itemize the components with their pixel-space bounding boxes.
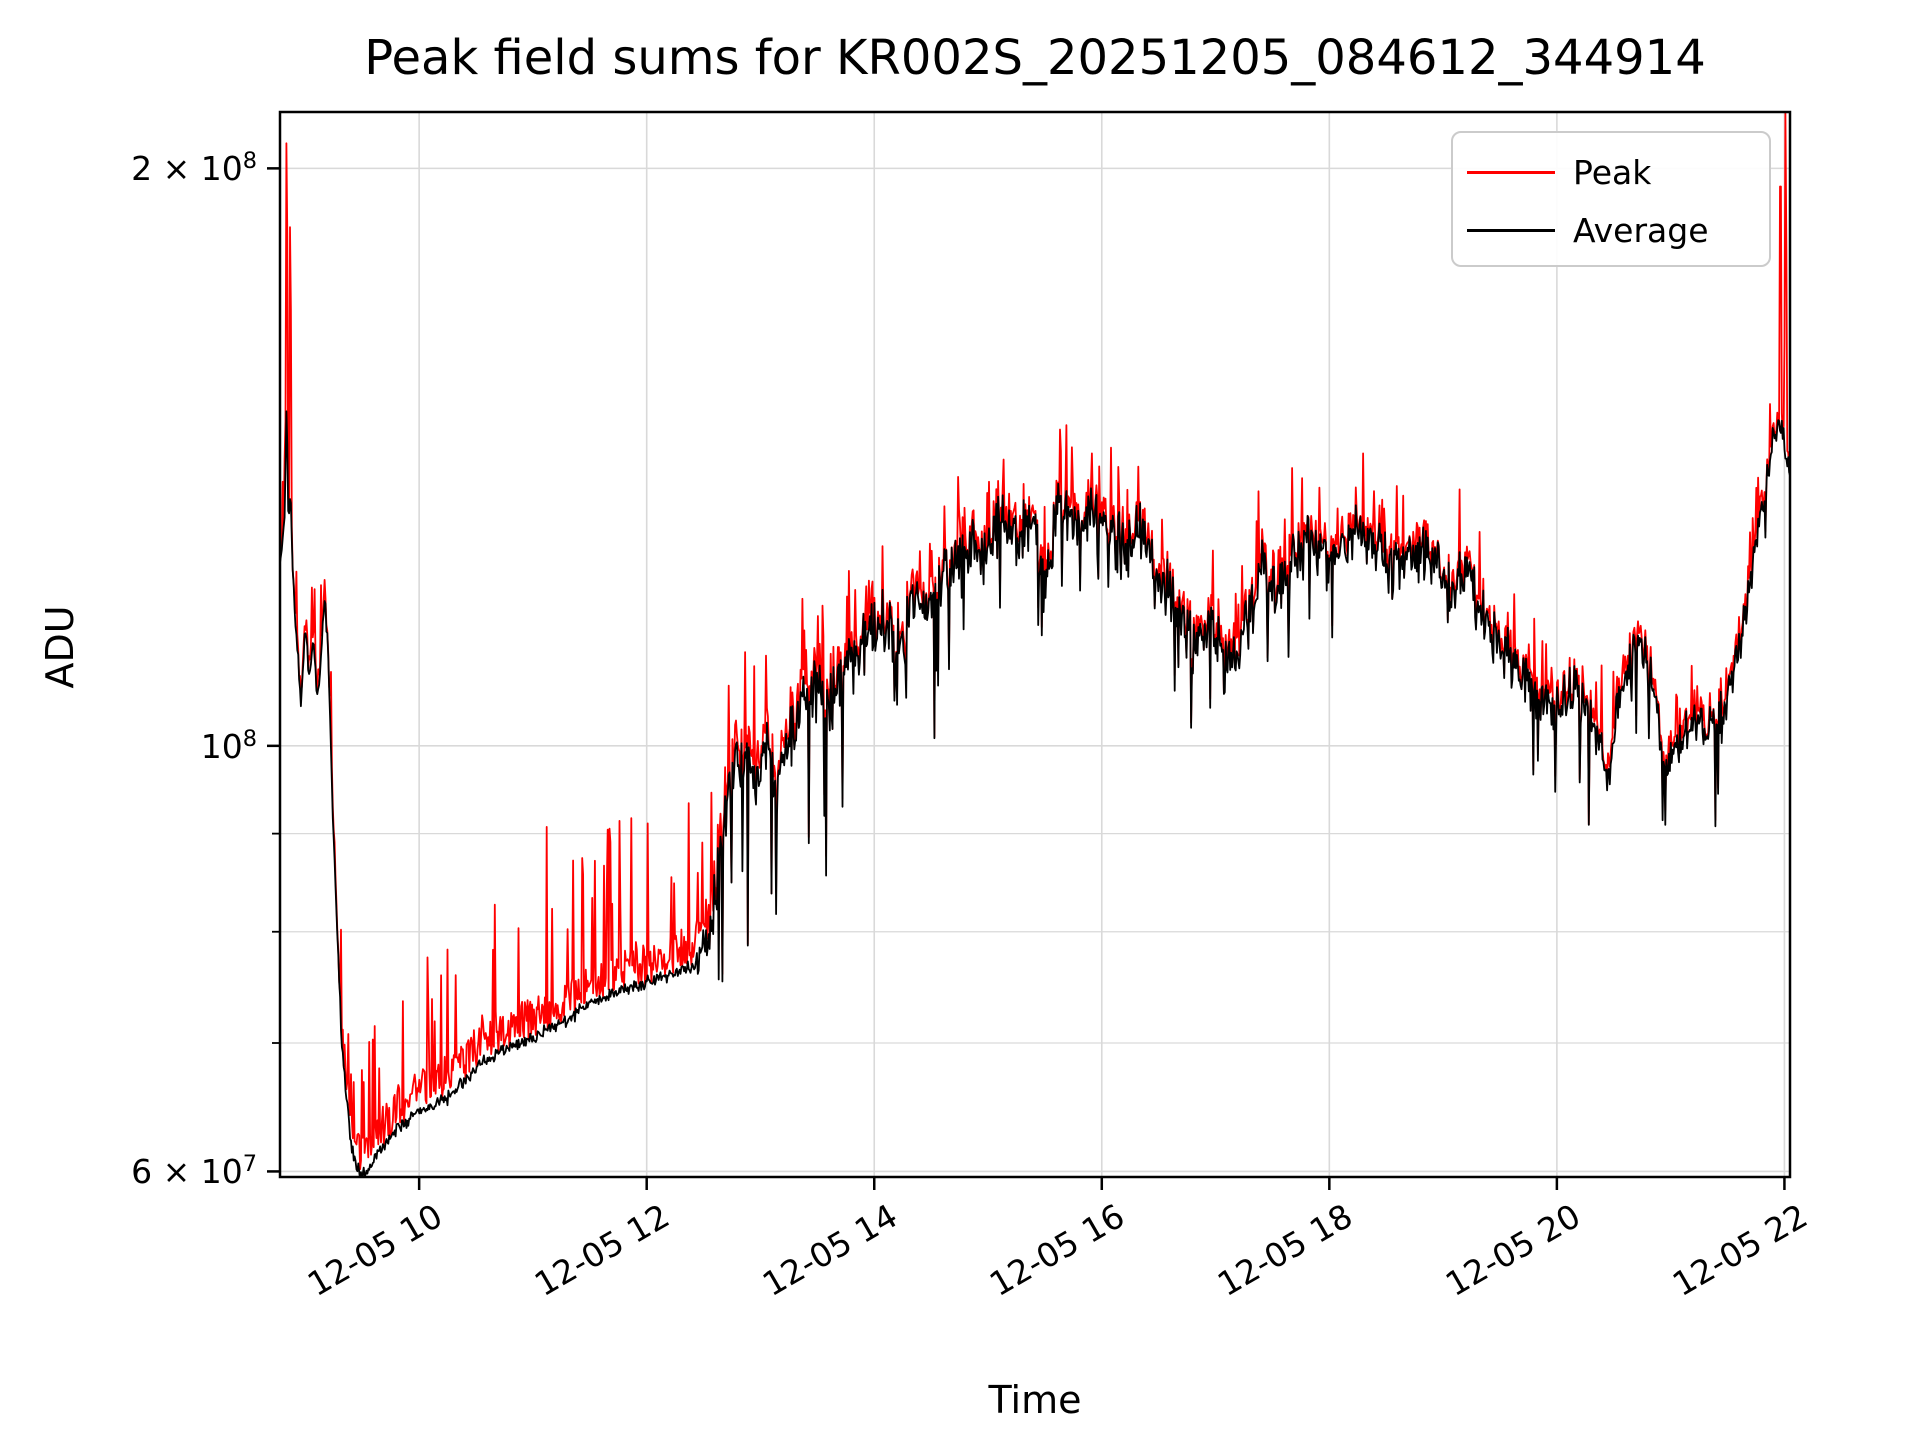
legend-line-sample-peak — [1467, 170, 1555, 174]
gridlines — [280, 112, 1790, 1177]
tick-marks — [267, 167, 1786, 1190]
y-tick-label: 2 × 108 — [131, 148, 257, 189]
legend-entry-average: Average — [1453, 201, 1769, 259]
series-path-average — [280, 410, 1790, 1177]
chart-title: Peak field sums for KR002S_20251205_0846… — [364, 30, 1706, 86]
series-path-peak — [280, 112, 1790, 1170]
legend-line-sample-average — [1467, 228, 1555, 232]
y-tick-label: 6 × 107 — [131, 1151, 257, 1192]
axes-spines — [278, 110, 1792, 1179]
legend-label: Average — [1573, 210, 1709, 250]
x-axis-label: Time — [988, 1378, 1082, 1422]
legend-entry-peak: Peak — [1453, 143, 1769, 201]
legend-label: Peak — [1573, 152, 1652, 192]
y-tick-label: 108 — [200, 725, 257, 766]
legend: Peak Average — [1451, 131, 1771, 267]
